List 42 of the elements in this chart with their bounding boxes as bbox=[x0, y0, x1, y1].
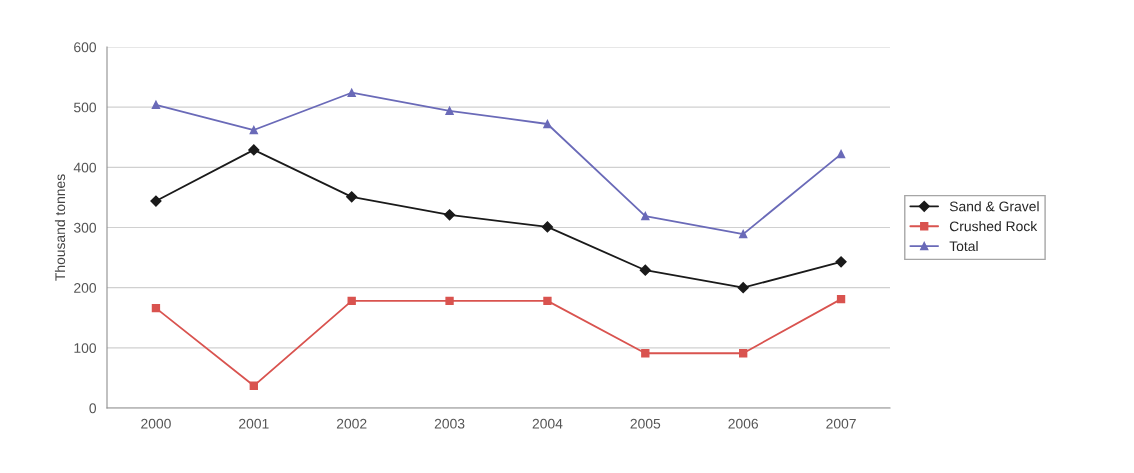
x-tick-label: 2002 bbox=[336, 418, 367, 429]
point bbox=[836, 149, 846, 159]
point bbox=[835, 256, 847, 268]
y-tick-label: 400 bbox=[73, 162, 97, 173]
x-tick-label: 2004 bbox=[532, 418, 563, 429]
x-tick-label: 2005 bbox=[630, 418, 661, 429]
legend-label: Crushed Rock bbox=[949, 221, 1038, 232]
point bbox=[739, 349, 748, 358]
point bbox=[543, 296, 552, 306]
point bbox=[347, 88, 356, 97]
point bbox=[249, 381, 258, 390]
point bbox=[641, 349, 650, 358]
x-tick-label: 2003 bbox=[434, 418, 465, 429]
x-tick-label: 2000 bbox=[141, 418, 171, 429]
x-tick-label: 2006 bbox=[728, 418, 759, 429]
point bbox=[739, 229, 748, 239]
point bbox=[248, 144, 260, 156]
point bbox=[151, 100, 161, 109]
point bbox=[641, 211, 650, 221]
point bbox=[445, 296, 454, 306]
point bbox=[445, 106, 454, 115]
point bbox=[639, 264, 651, 276]
point bbox=[443, 209, 456, 221]
point bbox=[836, 294, 846, 304]
legend-label: Total bbox=[949, 240, 978, 252]
point bbox=[151, 303, 161, 313]
point bbox=[543, 119, 552, 129]
x-tick-label: 2001 bbox=[239, 418, 269, 429]
legend-label: Sand & Gravel bbox=[949, 201, 1039, 212]
y-tick-label: 0 bbox=[89, 403, 97, 414]
y-tick-label: 600 bbox=[74, 42, 97, 53]
y-tick-label: 200 bbox=[74, 283, 97, 293]
point bbox=[541, 221, 554, 233]
point bbox=[737, 282, 749, 294]
y-axis-title: Thousand tonnes bbox=[54, 174, 66, 281]
y-tick-label: 300 bbox=[73, 222, 97, 233]
y-tick-label: 500 bbox=[73, 102, 97, 113]
point bbox=[346, 191, 358, 203]
x-tick-label: 2007 bbox=[826, 418, 856, 429]
point bbox=[249, 125, 258, 135]
y-tick-label: 100 bbox=[74, 343, 97, 353]
point bbox=[347, 296, 356, 306]
